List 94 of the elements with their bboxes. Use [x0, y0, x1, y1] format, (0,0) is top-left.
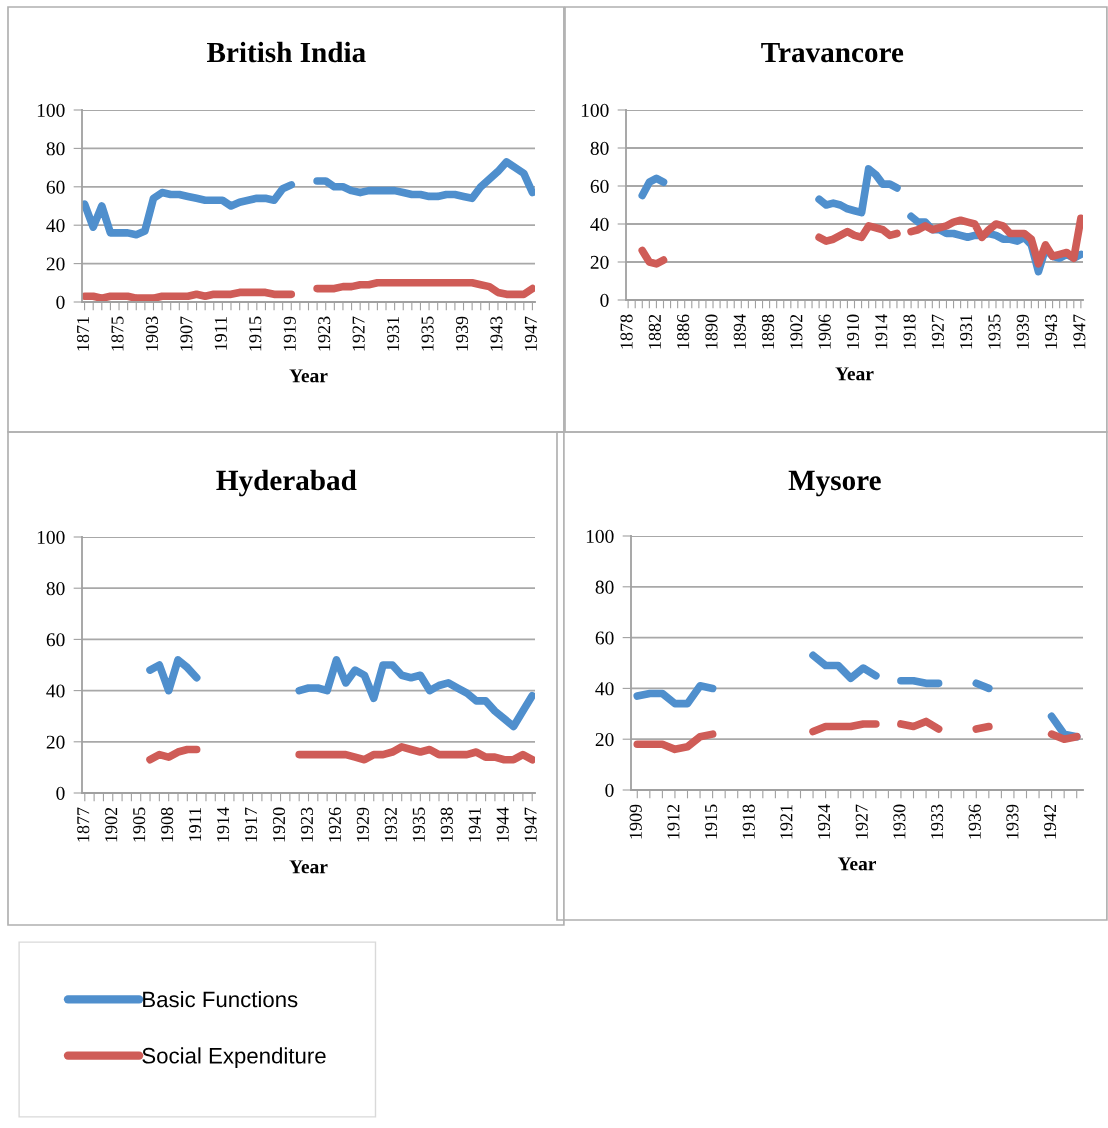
- x-tick-label: 1878: [620, 314, 633, 349]
- x-tick-label: 1875: [111, 316, 124, 351]
- y-tick-label: 40: [46, 219, 65, 233]
- x-tick-label: 1930: [893, 804, 906, 839]
- x-tick-label: 1918: [742, 804, 755, 839]
- x-tick-label: 1935: [421, 316, 434, 351]
- x-tick-label: 1942: [1044, 804, 1057, 839]
- y-tick-label: 100: [581, 103, 609, 117]
- y-tick-label: 60: [46, 180, 65, 194]
- x-tick-label: 1943: [490, 316, 503, 351]
- y-tick-label: 20: [46, 257, 65, 271]
- x-axis-title: Year: [289, 369, 328, 383]
- y-tick-label: 100: [586, 529, 614, 543]
- x-tick-label: 1941: [468, 807, 481, 842]
- x-tick-label: 1929: [356, 807, 369, 842]
- y-tick-label: 80: [46, 142, 65, 156]
- x-tick-label: 1915: [249, 316, 262, 351]
- x-tick-label: 1898: [761, 314, 775, 349]
- x-tick-label: 1923: [318, 316, 331, 351]
- y-tick-label: 0: [605, 783, 614, 797]
- x-tick-label: 1912: [667, 804, 680, 839]
- y-tick-label: 80: [590, 141, 609, 155]
- y-tick-label: 80: [595, 580, 614, 594]
- y-tick-label: 40: [595, 682, 614, 696]
- y-tick-label: 40: [46, 684, 65, 698]
- x-tick-label: 1927: [931, 314, 944, 349]
- x-tick-label: 1917: [244, 807, 258, 842]
- x-tick-label: 1919: [283, 316, 296, 351]
- x-tick-label: 1927: [352, 316, 365, 351]
- x-tick-label: 1909: [629, 804, 642, 839]
- x-tick-label: 1947: [524, 316, 537, 351]
- x-tick-label: 1947: [1073, 314, 1086, 349]
- x-tick-label: 1905: [133, 807, 146, 842]
- x-axis-title: Year: [289, 860, 328, 874]
- x-tick-label: 1902: [105, 807, 118, 842]
- x-tick-label: 1944: [496, 807, 509, 842]
- x-tick-label: 1927: [855, 804, 868, 839]
- x-tick-label: 1914: [217, 807, 230, 842]
- x-tick-label: 1920: [272, 807, 286, 842]
- y-tick-label: 0: [56, 786, 65, 800]
- x-axis-title: Year: [837, 857, 877, 871]
- x-tick-label: 1943: [1044, 314, 1058, 349]
- x-tick-label: 1906: [818, 314, 831, 349]
- y-tick-label: 0: [56, 295, 65, 309]
- x-tick-label: 1933: [931, 804, 944, 839]
- x-tick-label: 1935: [988, 314, 1001, 349]
- x-tick-label: 1903: [145, 316, 158, 351]
- x-tick-label: 1935: [412, 807, 425, 842]
- chart-title: Hyderabad: [216, 469, 357, 497]
- x-tick-label: 1926: [328, 807, 341, 842]
- x-tick-label: 1907: [180, 316, 193, 351]
- y-tick-label: 100: [37, 103, 65, 117]
- y-tick-label: 0: [600, 293, 609, 307]
- y-tick-label: 100: [37, 530, 65, 544]
- x-tick-label: 1877: [77, 807, 90, 842]
- x-tick-label: 1932: [384, 807, 397, 842]
- y-tick-label: 80: [46, 582, 65, 596]
- x-tick-label: 1871: [76, 316, 90, 351]
- legend-label: Basic Functions: [143, 991, 298, 1008]
- y-tick-label: 20: [590, 255, 609, 269]
- x-tick-label: 1939: [455, 316, 469, 351]
- x-tick-label: 1886: [677, 314, 690, 349]
- y-tick-label: 40: [590, 217, 609, 231]
- y-tick-label: 60: [46, 633, 65, 647]
- x-tick-label: 1936: [968, 804, 981, 839]
- x-tick-label: 1938: [440, 807, 453, 842]
- y-tick-label: 60: [595, 631, 614, 645]
- legend-label: Social Expenditure: [142, 1047, 326, 1068]
- x-tick-label: 1890: [705, 314, 718, 349]
- x-tick-label: 1914: [875, 314, 888, 349]
- x-tick-label: 1882: [648, 314, 661, 349]
- x-tick-label: 1939: [1016, 314, 1029, 349]
- x-tick-label: 1931: [960, 314, 973, 349]
- x-tick-label: 1911: [189, 807, 202, 841]
- x-tick-label: 1902: [790, 314, 803, 349]
- x-tick-label: 1939: [1006, 804, 1019, 839]
- y-tick-label: 20: [46, 735, 65, 749]
- x-tick-label: 1924: [818, 804, 831, 839]
- x-tick-label: 1911: [214, 316, 227, 350]
- y-tick-label: 20: [595, 733, 614, 747]
- x-axis-title: Year: [835, 367, 874, 381]
- x-tick-label: 1918: [903, 314, 916, 349]
- x-tick-label: 1910: [846, 314, 860, 349]
- chart-title: Mysore: [788, 470, 881, 497]
- x-tick-label: 1931: [387, 316, 400, 351]
- x-tick-label: 1921: [780, 804, 793, 839]
- x-tick-label: 1894: [733, 314, 746, 349]
- x-tick-label: 1908: [161, 807, 174, 842]
- y-tick-label: 60: [590, 179, 609, 193]
- x-tick-label: 1947: [524, 807, 537, 842]
- chart-title: Travancore: [761, 42, 904, 63]
- x-tick-label: 1923: [300, 807, 314, 842]
- x-tick-label: 1915: [705, 804, 718, 839]
- chart-title: British India: [206, 41, 366, 63]
